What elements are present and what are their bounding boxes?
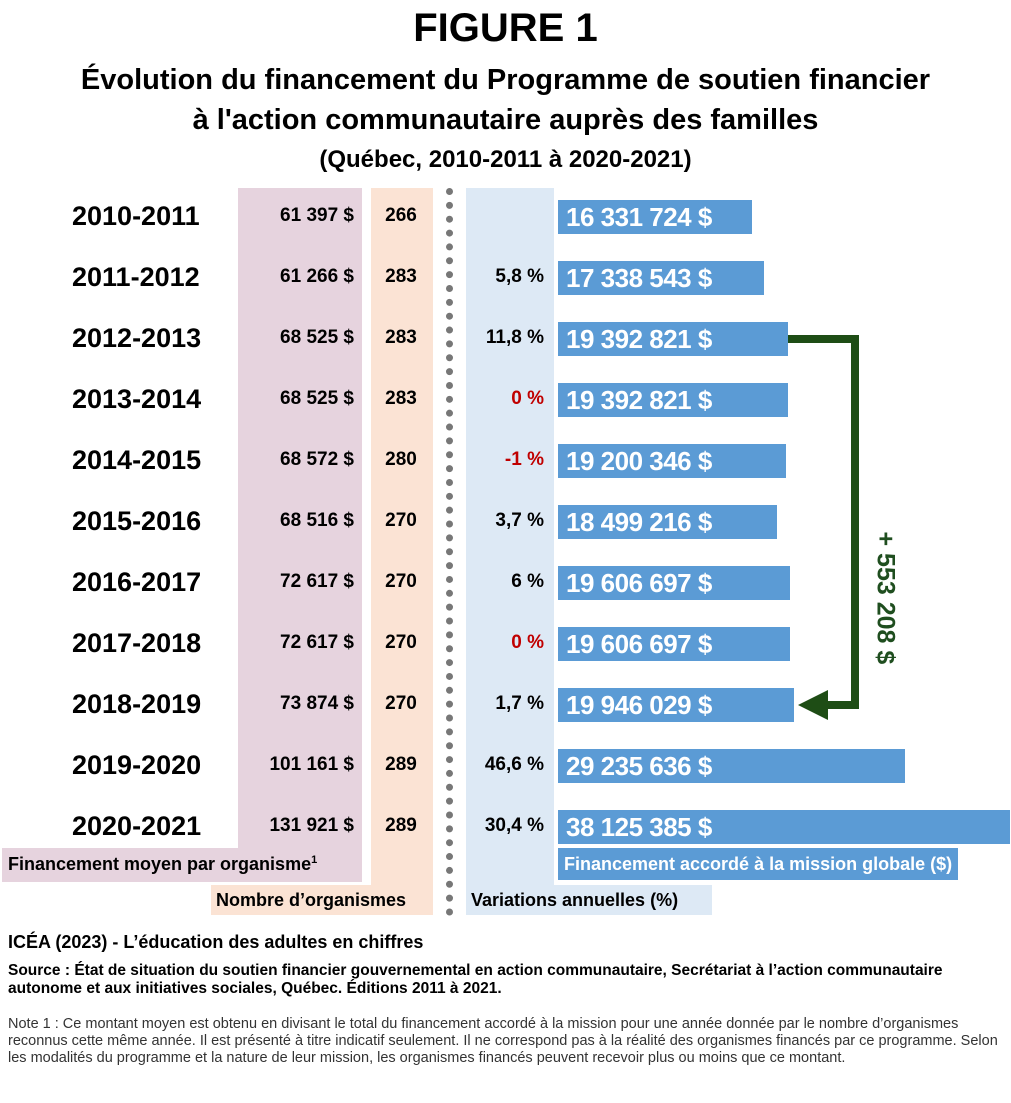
funding-bar xyxy=(558,200,752,234)
avg-funding-value: 72 617 $ xyxy=(280,632,354,653)
variation-value: 11,8 % xyxy=(485,327,544,348)
avg-funding-column-band xyxy=(238,188,362,848)
table-row: 2016-2017 72 617 $ 270 6 % 19 606 697 $ xyxy=(0,563,1011,603)
variation-value: 3,7 % xyxy=(495,510,544,531)
variation-value: 0 % xyxy=(511,632,544,653)
variation-value: 30,4 % xyxy=(484,815,544,836)
org-count-label: Nombre d’organismes xyxy=(216,890,407,910)
org-count-value: 270 xyxy=(385,632,417,653)
org-count-value: 280 xyxy=(385,449,417,470)
dotted-divider xyxy=(446,188,453,916)
funding-bar xyxy=(558,749,905,783)
year-label: 2018-2019 xyxy=(72,689,202,719)
increase-annotation: + 553 208 $ xyxy=(871,531,900,665)
org-count-label-band xyxy=(211,885,433,915)
year-label: 2016-2017 xyxy=(72,567,202,597)
avg-funding-value: 68 525 $ xyxy=(280,327,354,348)
variation-value: -1 % xyxy=(504,449,544,470)
avg-funding-label: Financement moyen par organisme1 xyxy=(8,854,318,874)
variation-value: 0 % xyxy=(511,388,544,409)
org-count-value: 283 xyxy=(385,327,417,348)
year-label: 2012-2013 xyxy=(72,323,202,353)
avg-funding-value: 61 266 $ xyxy=(280,266,354,287)
funding-bar-label: 19 392 821 $ xyxy=(566,324,712,354)
table-row: 2012-2013 68 525 $ 283 11,8 % 19 392 821 $ xyxy=(0,319,1011,359)
org-count-value: 266 xyxy=(385,205,417,226)
chart-subtitle: (Québec, 2010-2011 à 2020-2021) xyxy=(319,146,692,173)
funding-bar-label: 18 499 216 $ xyxy=(566,507,712,537)
table-row: 2020-2021 131 921 $ 289 30,4 % 38 125 385 $ xyxy=(0,807,1011,847)
chart-title-line-2: à l'action communautaire auprès des fami… xyxy=(192,104,819,136)
year-label: 2015-2016 xyxy=(72,506,202,536)
org-count-column-band xyxy=(371,188,433,913)
year-label: 2020-2021 xyxy=(72,811,202,841)
variation-value: 5,8 % xyxy=(495,266,544,287)
funding-bar-label: 19 392 821 $ xyxy=(566,385,712,415)
avg-funding-value: 68 525 $ xyxy=(280,388,354,409)
variation-value: 46,6 % xyxy=(484,754,544,775)
funding-bar xyxy=(558,322,788,356)
avg-funding-value: 73 874 $ xyxy=(280,693,354,714)
funding-bar xyxy=(558,566,790,600)
funding-bar xyxy=(558,444,786,478)
variation-column-band xyxy=(466,188,554,913)
increase-arrow-line xyxy=(788,335,859,709)
table-row: 2018-2019 73 874 $ 270 1,7 % 19 946 029 $ xyxy=(0,685,1011,725)
org-count-value: 283 xyxy=(385,266,417,287)
funding-bar xyxy=(558,261,764,295)
org-count-value: 270 xyxy=(385,510,417,531)
figure-label: FIGURE 1 xyxy=(413,6,598,50)
table-row: 2011-2012 61 266 $ 283 5,8 % 17 338 543 $ xyxy=(0,258,1011,298)
org-count-value: 289 xyxy=(385,815,417,836)
table-row: 2014-2015 68 572 $ 280 -1 % 19 200 346 $ xyxy=(0,441,1011,481)
year-label: 2017-2018 xyxy=(72,628,202,658)
funding-bar-label: 29 235 636 $ xyxy=(566,751,712,781)
variation-label: Variations annuelles (%) xyxy=(471,890,679,910)
table-row: 2010-2011 61 397 $ 266 16 331 724 $ xyxy=(0,197,1011,237)
org-count-value: 270 xyxy=(385,571,417,592)
funding-bar-label: 38 125 385 $ xyxy=(566,812,712,842)
footnote: Note 1 : Ce montant moyen est obtenu en … xyxy=(8,1016,998,1066)
credit-line: ICÉA (2023) - L’éducation des adultes en… xyxy=(8,932,424,952)
avg-funding-value: 101 161 $ xyxy=(269,754,354,775)
increase-arrow-head xyxy=(798,690,828,720)
avg-funding-value: 131 921 $ xyxy=(269,815,354,836)
chart-title-line-1: Évolution du financement du Programme de… xyxy=(80,64,931,96)
org-count-value: 270 xyxy=(385,693,417,714)
note-marker: 1 xyxy=(311,854,318,866)
table-row: 2017-2018 72 617 $ 270 0 % 19 606 697 $ xyxy=(0,624,1011,664)
funding-bar-label: 19 606 697 $ xyxy=(566,568,712,598)
avg-funding-value: 61 397 $ xyxy=(280,205,354,226)
funding-bar-label: 17 338 543 $ xyxy=(566,263,712,293)
org-count-value: 289 xyxy=(385,754,417,775)
variation-label-band xyxy=(466,885,712,915)
source-line: Source : État de situation du soutien fi… xyxy=(8,962,943,997)
funding-bar-label: 19 946 029 $ xyxy=(566,690,712,720)
funding-bar xyxy=(558,810,1010,844)
avg-funding-value: 72 617 $ xyxy=(280,571,354,592)
funding-bar xyxy=(558,688,794,722)
year-label: 2013-2014 xyxy=(72,384,202,414)
funding-bar xyxy=(558,505,777,539)
year-label: 2014-2015 xyxy=(72,445,202,475)
funding-bar-label: 19 606 697 $ xyxy=(566,629,712,659)
table-row: 2015-2016 68 516 $ 270 3,7 % 18 499 216 $ xyxy=(0,502,1011,542)
table-row: 2019-2020 101 161 $ 289 46,6 % 29 235 636 $ xyxy=(0,746,1011,786)
avg-funding-value: 68 572 $ xyxy=(280,449,354,470)
variation-value: 6 % xyxy=(511,571,544,592)
funding-bar xyxy=(558,383,788,417)
funding-bar-label: 19 200 346 $ xyxy=(566,446,712,476)
mission-funding-label: Financement accordé à la mission globale… xyxy=(558,848,959,880)
funding-bar xyxy=(558,627,790,661)
year-label: 2011-2012 xyxy=(72,262,200,292)
avg-funding-value: 68 516 $ xyxy=(280,510,354,531)
year-label: 2010-2011 xyxy=(72,201,200,231)
org-count-value: 283 xyxy=(385,388,417,409)
year-label: 2019-2020 xyxy=(72,750,202,780)
variation-value: 1,7 % xyxy=(495,693,544,714)
avg-funding-label-band xyxy=(2,848,362,882)
funding-bar-label: 16 331 724 $ xyxy=(566,202,712,232)
table-row: 2013-2014 68 525 $ 283 0 % 19 392 821 $ xyxy=(0,380,1011,420)
